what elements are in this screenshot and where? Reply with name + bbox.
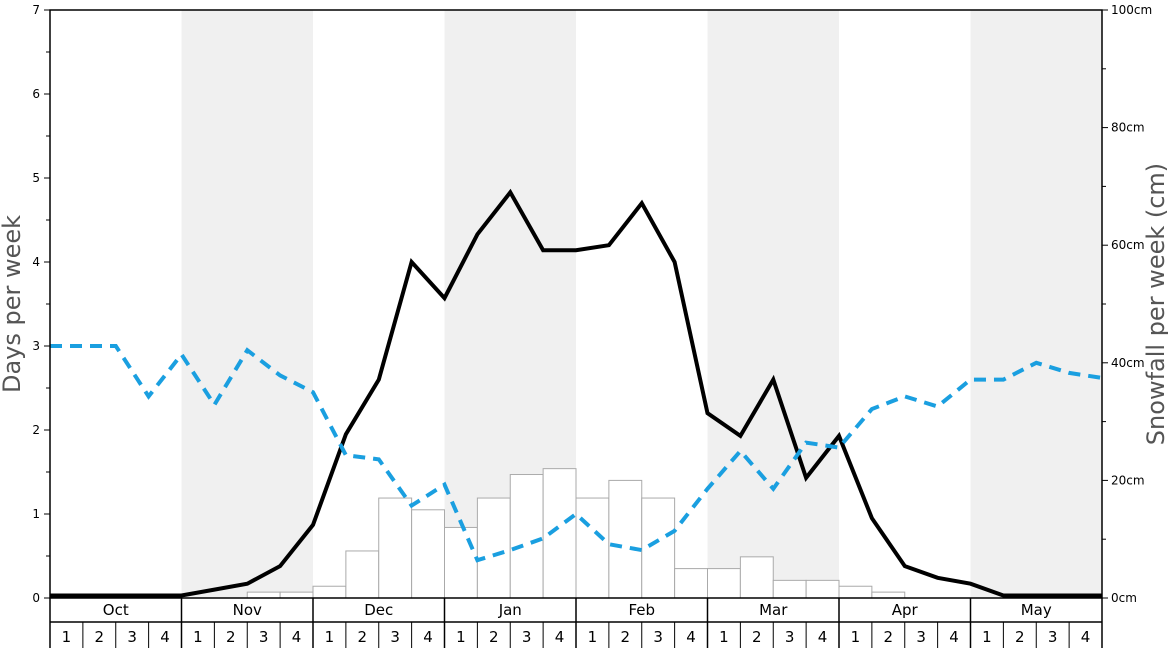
- month-label: May: [1021, 601, 1052, 619]
- month-shade: [970, 10, 1102, 598]
- left-tick-label: 1: [32, 507, 40, 521]
- week-label: 3: [653, 628, 663, 646]
- right-tick-label: 40cm: [1111, 356, 1145, 370]
- week-label: 3: [1048, 628, 1058, 646]
- month-shade: [181, 10, 313, 598]
- month-label: Nov: [233, 601, 262, 619]
- week-label: 1: [982, 628, 992, 646]
- week-label: 3: [127, 628, 137, 646]
- x-axis-table: Oct 1 2 3 4 Nov 1 2 3 4 Dec 1 2 3 4 Jan 1 2 3 4 Feb 1 2 3 4 Mar 1 2…: [49, 598, 1103, 648]
- week-label: 1: [588, 628, 598, 646]
- snowfall-bar: [312, 585, 347, 599]
- month-shading: [181, 10, 1102, 598]
- snowfall-bar: [805, 579, 840, 599]
- snowfall-bars: [246, 468, 906, 599]
- snowfall-bar: [444, 526, 478, 599]
- left-axis: 0 1 2 3 4 5 6 7: [32, 3, 50, 605]
- week-label: 3: [259, 628, 269, 646]
- snowfall-bar: [246, 591, 281, 599]
- week-label: 2: [1015, 628, 1025, 646]
- snowfall-bar: [641, 497, 676, 599]
- week-label: 4: [949, 628, 959, 646]
- week-label: 3: [390, 628, 400, 646]
- month-shade: [707, 10, 839, 598]
- left-tick-label: 7: [32, 3, 40, 17]
- left-tick-label: 3: [32, 339, 40, 353]
- snowfall-bar: [411, 509, 445, 599]
- week-label: 4: [555, 628, 565, 646]
- week-label: 1: [193, 628, 203, 646]
- week-label: 1: [62, 628, 72, 646]
- snowfall-bar: [674, 568, 708, 599]
- snowfall-bar: [871, 591, 906, 599]
- week-label: 2: [752, 628, 762, 646]
- week-label: 1: [719, 628, 729, 646]
- week-label: 4: [423, 628, 433, 646]
- right-axis-label: Snowfall per week (cm): [1142, 163, 1168, 445]
- week-label: 2: [226, 628, 236, 646]
- right-tick-label: 80cm: [1111, 121, 1145, 135]
- week-label: 4: [818, 628, 828, 646]
- month-label: Apr: [892, 601, 919, 619]
- month-label: Jan: [498, 601, 522, 619]
- week-label: 4: [1081, 628, 1091, 646]
- month-label: Dec: [364, 601, 393, 619]
- snowfall-bar: [608, 479, 643, 599]
- snowfall-bar: [476, 497, 511, 599]
- week-label: 2: [884, 628, 894, 646]
- solid-series-line: [50, 188, 1102, 598]
- month-label: Feb: [628, 601, 655, 619]
- week-label: 2: [358, 628, 368, 646]
- week-label: 2: [489, 628, 499, 646]
- snowfall-bar: [838, 585, 873, 599]
- week-label: 4: [686, 628, 696, 646]
- dashed-series-line: [50, 344, 1103, 563]
- right-tick-label: 20cm: [1111, 473, 1145, 487]
- week-label: 4: [160, 628, 170, 646]
- left-tick-label: 5: [32, 171, 40, 185]
- snowfall-bar: [378, 497, 413, 599]
- month-label: Mar: [759, 601, 788, 619]
- series-lines: [50, 188, 1103, 598]
- snowfall-bar: [772, 579, 807, 599]
- right-tick-label: 0cm: [1111, 591, 1137, 605]
- left-tick-label: 2: [32, 423, 40, 437]
- right-tick-label: 100cm: [1111, 3, 1152, 17]
- right-axis: 0cm 20cm 40cm 60cm 80cm 100cm: [1102, 3, 1152, 605]
- snowfall-bar: [279, 591, 314, 599]
- week-label: 3: [522, 628, 532, 646]
- week-label: 4: [292, 628, 302, 646]
- snowfall-bar: [575, 497, 610, 599]
- week-label: 3: [785, 628, 795, 646]
- snowfall-bar: [345, 550, 380, 599]
- week-label: 3: [916, 628, 926, 646]
- week-label: 2: [95, 628, 105, 646]
- snowfall-bar: [739, 556, 774, 599]
- week-label: 2: [621, 628, 631, 646]
- snowfall-bar: [707, 568, 741, 599]
- left-axis-label: Days per week: [0, 215, 26, 393]
- month-label: Oct: [103, 601, 129, 619]
- right-tick-label: 60cm: [1111, 238, 1145, 252]
- left-tick-label: 6: [32, 87, 40, 101]
- left-tick-label: 0: [32, 591, 40, 605]
- week-label: 1: [456, 628, 466, 646]
- snowfall-bar: [509, 474, 544, 599]
- week-label: 1: [325, 628, 335, 646]
- week-label: 1: [851, 628, 861, 646]
- left-tick-label: 4: [32, 255, 40, 269]
